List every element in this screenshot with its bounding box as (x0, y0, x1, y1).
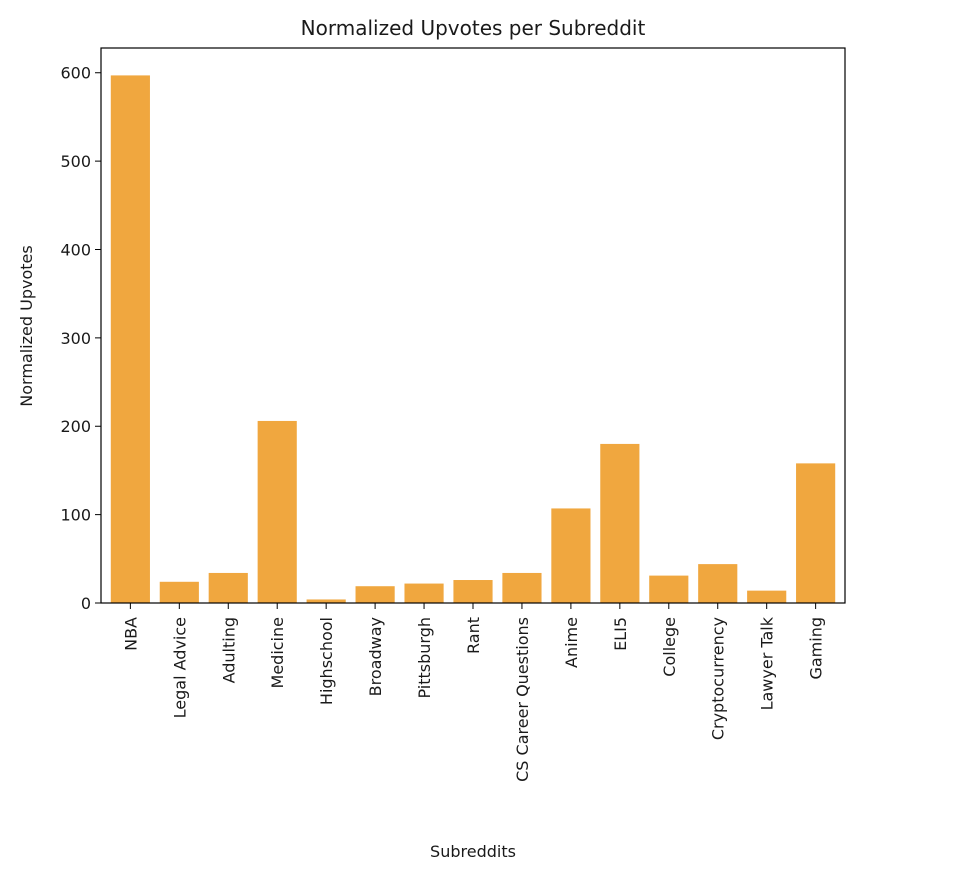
x-tick-label: Anime (562, 617, 581, 668)
y-tick-label: 300 (60, 329, 91, 348)
x-tick-label: Legal Advice (170, 617, 189, 718)
x-tick-label: NBA (121, 617, 140, 651)
bar-college (649, 575, 689, 603)
bar-medicine (257, 420, 297, 603)
x-tick-label: Lawyer Talk (758, 616, 777, 710)
x-axis-ticks: NBA Legal Advice Adulting Medicine Highschoo… (121, 603, 826, 782)
y-axis-ticks: 0 100 200 300 400 500 600 (60, 64, 101, 613)
x-tick-label: CS Career Questions (513, 617, 532, 782)
x-tick-label: Gaming (807, 617, 826, 680)
x-tick-label: ELI5 (611, 617, 630, 651)
y-tick-label: 0 (81, 594, 91, 613)
plot-area-frame (100, 47, 846, 604)
x-tick-label: Pittsburgh (415, 617, 434, 699)
y-tick-label: 500 (60, 152, 91, 171)
x-tick-label: Broadway (366, 617, 385, 696)
bar-anime (551, 508, 591, 603)
bar-legal-advice (159, 581, 199, 603)
x-tick-label: Medicine (268, 617, 287, 688)
x-tick-label: Cryptocurrency (709, 617, 728, 740)
bar-nba (110, 75, 150, 603)
y-axis-title: Normalized Upvotes (17, 245, 36, 406)
chart-title: Normalized Upvotes per Subreddit (301, 16, 646, 40)
x-tick-label: Rant (464, 617, 483, 654)
y-tick-label: 100 (60, 506, 91, 525)
y-tick-label: 600 (60, 64, 91, 83)
x-axis-title: Subreddits (430, 842, 516, 861)
x-tick-label: College (660, 617, 679, 677)
y-tick-label: 200 (60, 417, 91, 436)
bar-broadway (355, 586, 395, 603)
bar-rant (453, 580, 493, 603)
bar-cryptocurrency (698, 564, 738, 603)
y-tick-label: 400 (60, 240, 91, 259)
bars-group (110, 75, 836, 603)
bar-lawyer-talk (747, 590, 787, 603)
bar-highschool (306, 599, 346, 603)
bar-eli5 (600, 443, 640, 603)
x-tick-label: Adulting (219, 617, 238, 683)
bar-adulting (208, 572, 248, 603)
x-tick-label: Highschool (317, 617, 336, 705)
bar-pittsburgh (404, 583, 444, 603)
bar-cs-career-questions (502, 572, 542, 603)
bar-gaming (796, 463, 836, 603)
